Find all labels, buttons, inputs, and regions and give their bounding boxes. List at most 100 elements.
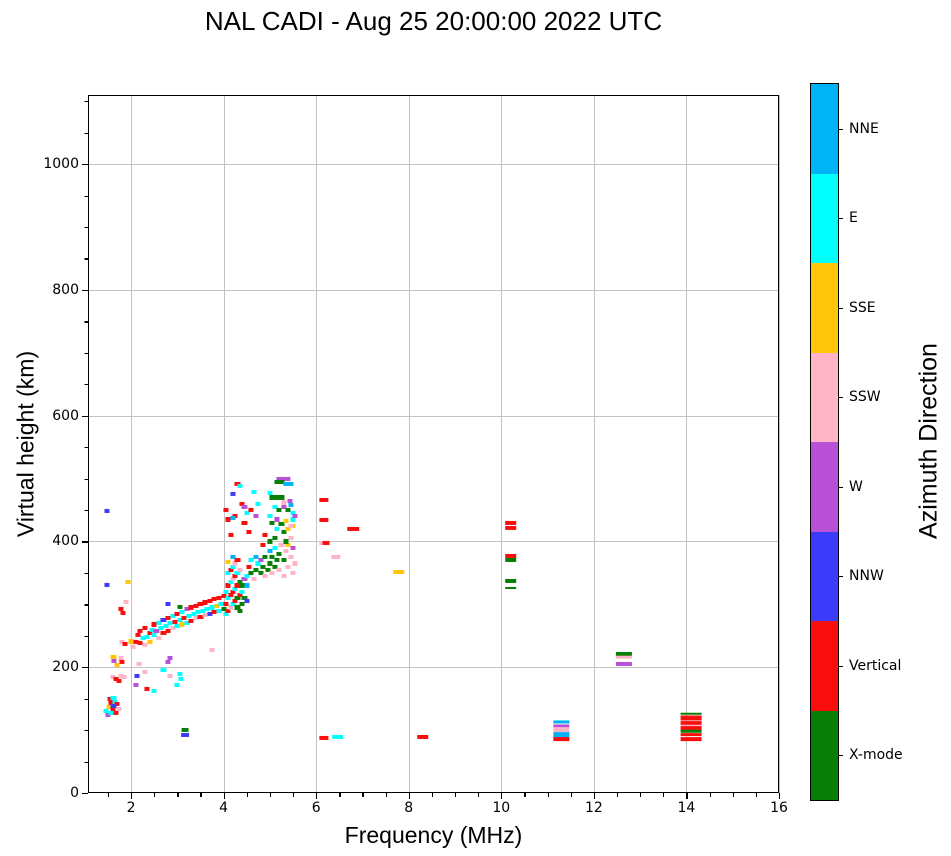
data-point [680, 715, 702, 721]
data-point [118, 673, 124, 679]
data-point [553, 720, 570, 724]
data-point [106, 704, 112, 709]
data-point [265, 567, 271, 572]
colorbar-tick [838, 128, 843, 130]
y-minor-tick [84, 510, 88, 512]
data-point [241, 504, 247, 509]
colorbar-segment-w [811, 442, 838, 532]
data-point [504, 587, 517, 589]
y-minor-tick [84, 730, 88, 732]
colorbar-segment-x-mode [811, 710, 838, 800]
x-minor-tick [246, 793, 248, 797]
data-point [151, 632, 157, 637]
data-point [615, 662, 633, 667]
x-minor-tick [107, 793, 110, 797]
x-tick-label: 8 [404, 800, 414, 816]
gridline-x [686, 95, 688, 793]
colorbar-segment-sse [811, 263, 838, 353]
x-minor-tick [293, 793, 295, 797]
data-point [228, 580, 234, 585]
data-point [322, 540, 330, 545]
x-tick-label: 10 [492, 800, 511, 816]
colorbar-tick-label: E [849, 210, 858, 227]
data-point [416, 734, 429, 740]
data-point [115, 679, 122, 684]
gridline-x [408, 95, 410, 793]
data-point [133, 640, 139, 645]
data-point [232, 574, 238, 579]
data-point [278, 480, 284, 485]
data-point [108, 701, 114, 706]
data-point [103, 708, 109, 713]
data-point [172, 619, 178, 624]
x-tick [408, 793, 410, 799]
x-tick [779, 793, 781, 799]
data-point [177, 618, 183, 623]
data-point [288, 536, 294, 541]
data-point [109, 675, 116, 680]
data-point [221, 594, 227, 599]
data-point [167, 655, 173, 660]
chart-title: NAL CADI - Aug 25 20:00:00 2022 UTC [204, 6, 663, 36]
data-point [267, 548, 273, 553]
data-point [142, 643, 148, 648]
data-point [230, 589, 236, 594]
data-point [107, 697, 113, 702]
data-point [177, 671, 183, 676]
data-point [251, 577, 257, 582]
y-tick [82, 289, 88, 292]
y-minor-tick [84, 321, 88, 323]
x-minor-tick [709, 793, 711, 797]
data-point [283, 539, 289, 544]
data-point [114, 702, 120, 707]
x-axis-title: Frequency (MHz) [344, 822, 523, 848]
data-point [271, 536, 278, 541]
plot-area: 2 4 6 8 10 12 14 16 0 200 400 600 800 1000 [43, 95, 788, 816]
data-point [278, 521, 284, 526]
data-point [680, 732, 702, 737]
data-point [615, 655, 633, 659]
data-point [125, 579, 131, 584]
data-point [281, 558, 287, 563]
colorbar-tick [838, 755, 843, 757]
gridline-x [501, 95, 503, 793]
data-point [140, 635, 146, 640]
data-point [178, 677, 184, 682]
data-point [158, 626, 164, 631]
data-point [290, 545, 296, 550]
colorbar-tick [838, 486, 843, 488]
y-tick-label: 800 [52, 281, 79, 298]
data-point [290, 511, 296, 516]
data-point [287, 498, 293, 503]
colorbar-tick-label: SSE [849, 299, 876, 316]
x-tick [593, 793, 596, 799]
data-point [237, 484, 243, 489]
x-minor-tick [570, 793, 572, 797]
colorbar-tick-label: NNW [849, 568, 884, 585]
data-point [248, 507, 254, 513]
data-point [156, 635, 162, 640]
x-minor-tick [478, 793, 480, 797]
data-point [267, 491, 273, 496]
data-point [285, 477, 291, 482]
data-point [149, 627, 155, 632]
data-point [225, 608, 231, 613]
data-point [160, 618, 166, 623]
data-point [118, 656, 124, 661]
data-point [241, 577, 247, 582]
colorbar-tick [838, 307, 843, 309]
data-point [174, 682, 180, 687]
data-point [225, 570, 231, 575]
data-point [237, 567, 243, 572]
data-point [230, 515, 236, 520]
data-point [167, 621, 173, 626]
data-point [234, 481, 241, 486]
data-point [230, 577, 236, 582]
data-point [223, 589, 229, 594]
data-point [137, 628, 143, 633]
data-point [128, 639, 134, 644]
gridline-x [316, 95, 318, 793]
data-point [104, 582, 110, 587]
data-point [184, 607, 190, 612]
data-point [181, 733, 190, 738]
